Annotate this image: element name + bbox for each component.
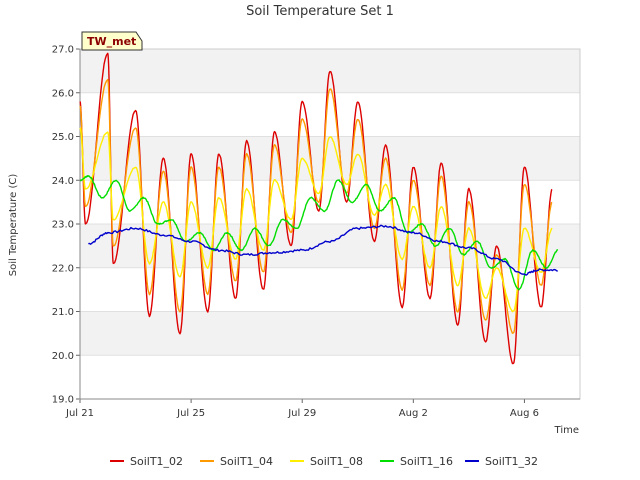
y-tick-label: 19.0 [52, 395, 74, 406]
chart-title: Soil Temperature Set 1 [246, 4, 394, 19]
legend: SoilT1_02 SoilT1_04 SoilT1_08 SoilT1_16 Soil… [110, 455, 538, 468]
y-tick-label: 26.0 [52, 88, 74, 99]
y-tick-label: 20.0 [52, 351, 74, 362]
legend-label-SoilT1_02: SoilT1_02 [130, 455, 183, 468]
y-tick-label: 25.0 [52, 132, 74, 143]
site-badge: TW_met [81, 31, 143, 51]
y-tick-label: 23.0 [52, 220, 74, 231]
axes: 19.0 20.0 21.0 22.0 23.0 24.0 25.0 26.0 27.0 Jul … [52, 45, 581, 419]
x-tick-label: Aug 2 [399, 408, 428, 419]
y-tick-label: 22.0 [52, 263, 74, 274]
x-tick-label: Jul 29 [287, 408, 316, 419]
series-line-SoilT1_16 [79, 175, 559, 291]
x-axis-label: Time [554, 425, 579, 436]
x-tick-label: Jul 21 [65, 408, 94, 419]
grid-band [80, 311, 580, 356]
x-tick-label: Aug 6 [510, 408, 539, 419]
site-badge-label: TW_met [87, 35, 136, 48]
x-tick-label: Jul 25 [176, 408, 205, 419]
y-tick-label: 24.0 [52, 176, 74, 187]
grid-band [80, 136, 580, 181]
legend-label-SoilT1_08: SoilT1_08 [310, 455, 363, 468]
y-axis-label: Soil Temperature (C) [8, 174, 19, 277]
series-line-SoilT1_08 [79, 127, 553, 313]
site-badge-box [81, 31, 143, 51]
series-line-SoilT1_32 [88, 224, 558, 276]
legend-label-SoilT1_32: SoilT1_32 [485, 455, 538, 468]
series-layer [79, 52, 559, 365]
y-tick-label: 21.0 [52, 307, 74, 318]
legend-label-SoilT1_16: SoilT1_16 [400, 455, 453, 468]
series-line-SoilT1_04 [79, 78, 553, 334]
y-tick-label: 27.0 [52, 45, 74, 56]
legend-label-SoilT1_04: SoilT1_04 [220, 455, 273, 468]
